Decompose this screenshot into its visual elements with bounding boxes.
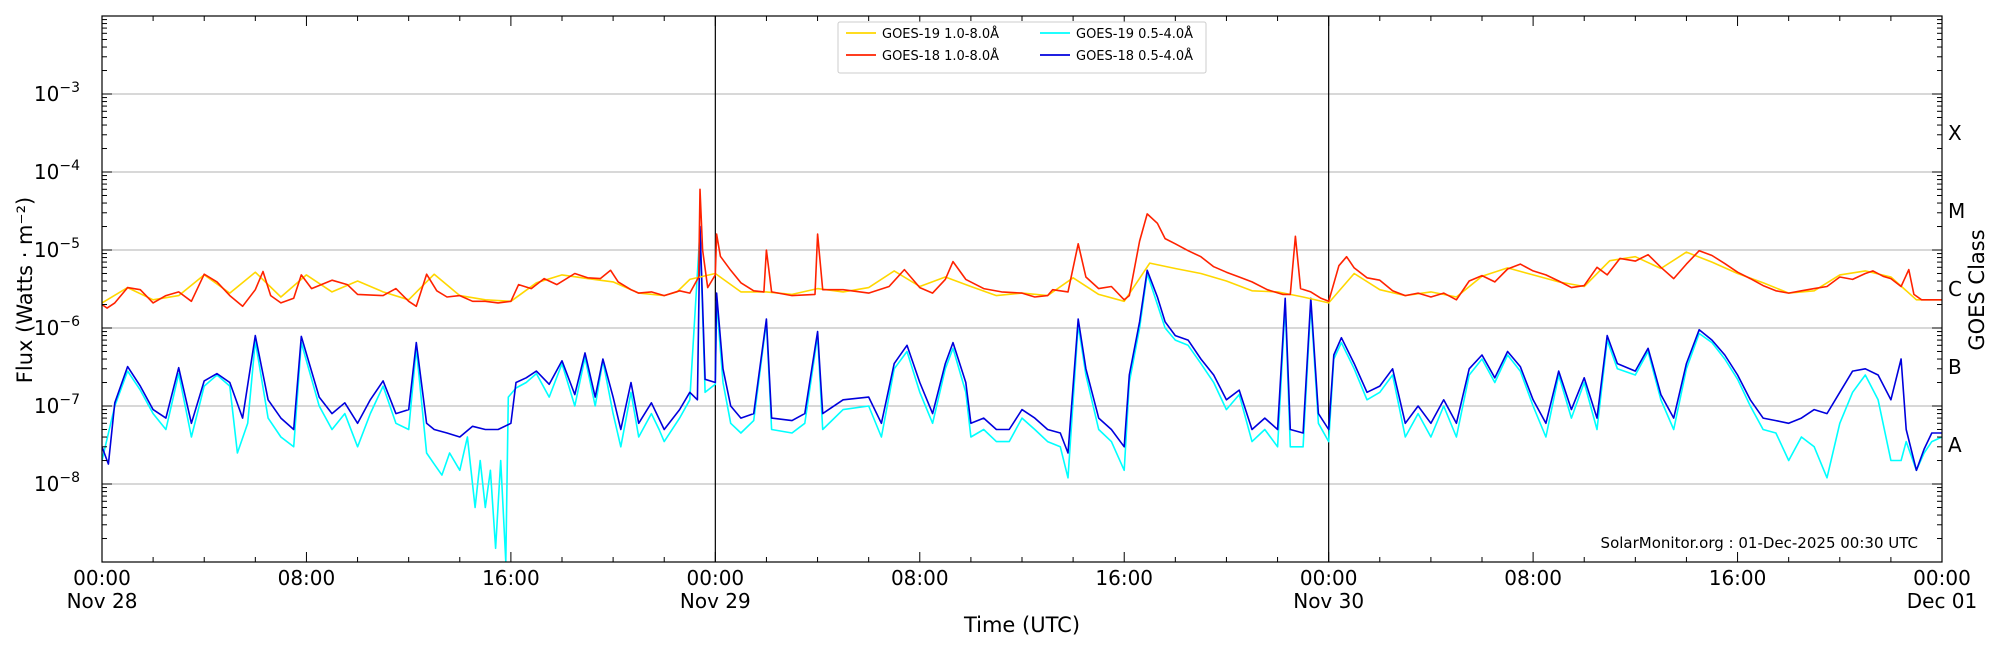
x-tick-label: 08:00 (1504, 566, 1562, 590)
x-tick-date-label: Nov 30 (1293, 589, 1364, 613)
series-line-3 (102, 229, 1942, 562)
x-tick-date-label: Nov 29 (680, 589, 751, 613)
goes-class-label: X (1948, 121, 1962, 145)
x-tick-label: 16:00 (1095, 566, 1153, 590)
y-tick-label: 10−8 (34, 470, 80, 496)
goes-class-label: C (1948, 277, 1962, 301)
legend-label: GOES-19 1.0-8.0Å (882, 26, 999, 42)
series-line-4 (102, 225, 1942, 472)
x-tick-label: 00:00 (1300, 566, 1358, 590)
y-tick-label: 10−5 (34, 236, 80, 262)
y-tick-label: 10−7 (34, 392, 80, 418)
x-tick-label: 00:00 (1913, 566, 1971, 590)
x-tick-label: 16:00 (482, 566, 540, 590)
legend-box (837, 21, 1207, 74)
legend: GOES-19 1.0-8.0Å GOES-18 1.0-8.0Å GOES-19 … (837, 21, 1207, 74)
x-tick-label: 08:00 (278, 566, 336, 590)
x-tick-label: 00:00 (73, 566, 131, 590)
legend-label: GOES-18 0.5-4.0Å (1076, 48, 1193, 64)
goes-class-label: B (1948, 355, 1962, 379)
credit-text: SolarMonitor.org : 01-Dec-2025 00:30 UTC (1601, 534, 1918, 552)
goes-class-label: A (1948, 433, 1962, 457)
y-tick-label: 10−3 (34, 80, 80, 106)
x-tick-label: 00:00 (687, 566, 745, 590)
x-tick-date-label: Dec 01 (1907, 589, 1978, 613)
goes-class-label: M (1948, 199, 1965, 223)
y-tick-label: 10−6 (34, 314, 80, 340)
y-axis-ticks: 10−8 10−7 10−6 10−5 10−4 10−3 (34, 19, 1942, 563)
y2-axis-title: GOES Class (1965, 229, 1989, 350)
y-axis-title: Flux (Watts · m⁻²) (13, 197, 37, 383)
series-line-1 (102, 251, 1942, 304)
series-line-2 (102, 188, 1942, 309)
x-tick-label: 16:00 (1709, 566, 1767, 590)
x-tick-label: 08:00 (891, 566, 949, 590)
x-tick-date-label: Nov 28 (67, 589, 138, 613)
series-lines (102, 188, 1942, 562)
legend-label: GOES-18 1.0-8.0Å (882, 48, 999, 64)
legend-label: GOES-19 0.5-4.0Å (1076, 26, 1193, 42)
day-separators (714, 16, 1330, 562)
goes-class-labels: A B C M X (1948, 121, 1965, 457)
x-axis-title: Time (UTC) (963, 613, 1080, 637)
y-tick-label: 10−4 (34, 158, 80, 184)
